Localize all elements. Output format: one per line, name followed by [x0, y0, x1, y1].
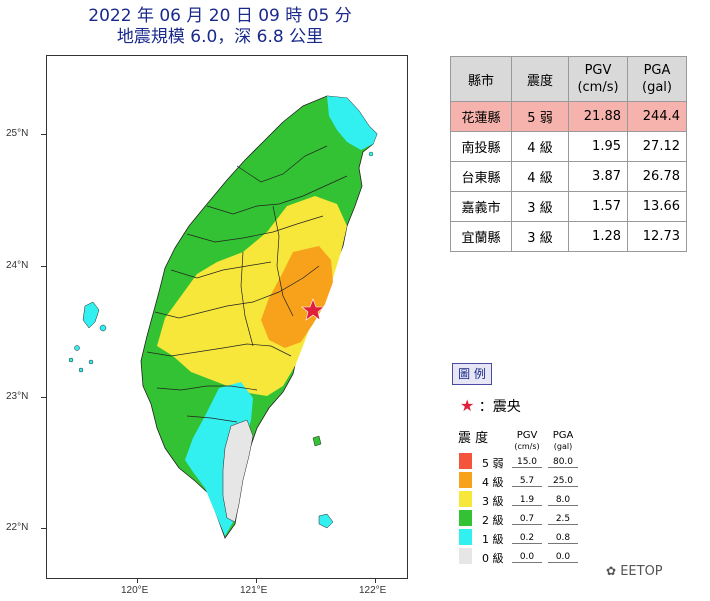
lon-tick [256, 578, 257, 583]
cell-intensity: 3 級 [511, 191, 569, 222]
title-datetime: 2022 年 06 月 20 日 09 時 05 分 [88, 6, 352, 26]
legend-level-pga: 2.5 [548, 514, 578, 525]
taiwan-map-svg [68, 95, 378, 539]
legend-level-pgv: 5.7 [512, 476, 542, 487]
lat-tick [41, 134, 46, 135]
cell-county: 花蓮縣 [450, 101, 512, 132]
lon-tick [137, 578, 138, 583]
green-island [312, 435, 322, 447]
intensity-table: 縣市 震度 PGV (cm/s) PGA (gal) 花蓮縣 5 弱 21.88… [450, 56, 687, 252]
legend-swatch-4 [459, 472, 472, 488]
legend-level-label: 3 級 [482, 495, 504, 508]
lat-tick [41, 266, 46, 267]
lat-tick [41, 397, 46, 398]
table-row: 南投縣 4 級 1.95 27.12 [450, 131, 687, 162]
legend-swatch-3 [459, 491, 472, 507]
cell-pgv: 1.28 [568, 221, 628, 252]
intensity-zone-3 [157, 196, 347, 396]
cell-pga: 244.4 [627, 101, 687, 132]
col-header-pgv: PGV (cm/s) [568, 56, 628, 102]
legend-swatch-1 [459, 529, 472, 545]
cell-county: 台東縣 [450, 161, 512, 192]
legend-level-label: 5 弱 [482, 457, 504, 470]
map-title: 2022 年 06 月 20 日 09 時 05 分 地震規模 6.0，深 6.… [40, 6, 400, 48]
lon-tick [375, 578, 376, 583]
legend-level-label: 1 級 [482, 533, 504, 546]
legend-level-pga: 80.0 [548, 457, 578, 468]
col-header-county: 縣市 [450, 56, 512, 102]
intensity-map [46, 55, 408, 579]
epicenter-legend-label: ：震央 [478, 399, 521, 415]
legend-level-pgv: 0.7 [512, 514, 542, 525]
wechat-icon: ✿ [606, 564, 617, 578]
legend-level-pgv: 1.9 [512, 495, 542, 506]
table-row: 花蓮縣 5 弱 21.88 244.4 [450, 101, 687, 132]
lon-label-121: 121°E [240, 585, 268, 596]
guishan-island [368, 151, 374, 157]
legend-level-pgv: 0.0 [512, 552, 542, 563]
cell-pga: 13.66 [627, 191, 687, 222]
cell-county: 宜蘭縣 [450, 221, 512, 252]
legend-pgv-header: PGV [516, 430, 538, 441]
epicenter-star [301, 298, 325, 321]
lon-label-120: 120°E [121, 585, 149, 596]
legend-level-pgv: 0.2 [512, 533, 542, 544]
lat-label-24: 24°N [6, 260, 29, 271]
cell-county: 南投縣 [450, 131, 512, 162]
orchid-island [318, 513, 334, 529]
lon-label-122: 122°E [359, 585, 387, 596]
cell-intensity: 3 級 [511, 221, 569, 252]
lat-label-22: 22°N [6, 522, 29, 533]
legend-swatch-0 [459, 548, 472, 564]
cell-intensity: 4 級 [511, 161, 569, 192]
legend-swatch-5 [459, 453, 472, 469]
cell-pga: 27.12 [627, 131, 687, 162]
col-header-intensity: 震度 [511, 56, 569, 102]
watermark-text: EETOP [620, 564, 663, 579]
cell-pgv: 1.95 [568, 131, 628, 162]
lat-tick [41, 528, 46, 529]
intensity-zone-4 [261, 246, 333, 348]
cell-intensity: 4 級 [511, 131, 569, 162]
legend-level-label: 2 級 [482, 514, 504, 527]
col-header-pga: PGA (gal) [627, 56, 687, 102]
legend-level-label: 0 級 [482, 552, 504, 565]
legend-level-pgv: 15.0 [512, 457, 542, 468]
legend-level-pga: 0.0 [548, 552, 578, 563]
legend-level-pga: 0.8 [548, 533, 578, 544]
table-row: 台東縣 4 級 3.87 26.78 [450, 161, 687, 192]
cell-pga: 26.78 [627, 161, 687, 192]
legend-pga-unit: (gal) [553, 442, 573, 451]
intensity-zone-0 [222, 419, 254, 523]
table-row: 宜蘭縣 3 級 1.28 12.73 [450, 221, 687, 252]
legend-intensity-header: 震 度 [458, 431, 489, 446]
title-magnitude: 地震規模 6.0，深 6.8 公里 [116, 27, 324, 47]
legend-title: 圖 例 [452, 363, 492, 385]
penghu-islands [68, 301, 107, 373]
cell-pga: 12.73 [627, 221, 687, 252]
epicenter-legend-icon: ★ [460, 396, 475, 415]
table-row: 嘉義市 3 級 1.57 13.66 [450, 191, 687, 222]
legend-level-label: 4 級 [482, 476, 504, 489]
cell-pgv: 1.57 [568, 191, 628, 222]
lat-label-25: 25°N [6, 128, 29, 139]
legend-pgv-unit: (cm/s) [514, 442, 540, 451]
cell-county: 嘉義市 [450, 191, 512, 222]
legend-epicenter: ★ ：震央 [460, 396, 521, 416]
table-header-row: 縣市 震度 PGV (cm/s) PGA (gal) [450, 56, 687, 102]
cell-pgv: 3.87 [568, 161, 628, 192]
cell-pgv: 21.88 [568, 101, 628, 132]
lat-label-23: 23°N [6, 391, 29, 402]
legend-level-pga: 8.0 [548, 495, 578, 506]
legend-pga-header: PGA [552, 430, 574, 441]
county-boundaries [146, 145, 348, 423]
watermark: ✿ EETOP [606, 564, 663, 579]
legend-level-pga: 25.0 [548, 476, 578, 487]
legend-swatch-2 [459, 510, 472, 526]
cell-intensity: 5 弱 [511, 101, 569, 132]
intensity-zone-1-north [327, 96, 377, 150]
